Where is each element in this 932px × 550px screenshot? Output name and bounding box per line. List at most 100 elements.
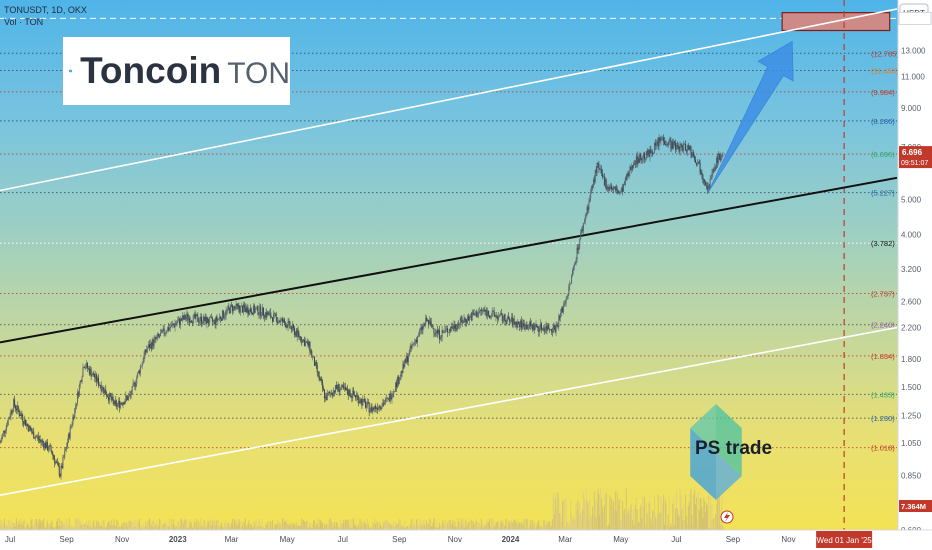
candle-body [567, 293, 569, 299]
candle-body [352, 390, 354, 398]
volume-bar [638, 522, 640, 530]
volume-bar [494, 525, 496, 530]
volume-bar [471, 522, 473, 530]
candle-body [686, 145, 688, 152]
candle-body [169, 326, 171, 328]
candle-body [303, 339, 305, 346]
candle-body [722, 155, 724, 157]
lower-channel-line [0, 326, 898, 497]
candle-body [36, 436, 38, 438]
volume-bar [285, 519, 287, 530]
volume-bar [433, 518, 435, 530]
volume-bar [568, 525, 570, 530]
volume-bar [35, 518, 37, 530]
volume-bar [714, 527, 716, 530]
candle-body [324, 396, 326, 399]
volume-bar [610, 497, 612, 530]
volume-bar [108, 521, 110, 530]
volume-bar [437, 527, 439, 530]
volume-bar [596, 500, 598, 530]
volume-bar [345, 519, 347, 530]
volume-bar [389, 523, 391, 530]
volume-bar [435, 527, 437, 530]
volume-bar [404, 520, 406, 530]
volume-bar [132, 527, 134, 530]
candle-body [31, 431, 33, 434]
volume-bar [152, 520, 154, 530]
volume-bar [642, 495, 644, 530]
volume-bar [187, 527, 189, 530]
candle-body [568, 286, 570, 294]
candle-body [350, 396, 352, 397]
volume-bar [500, 520, 502, 530]
candle-body [579, 238, 581, 246]
volume-bar [392, 526, 394, 530]
candle-body [282, 318, 284, 323]
volume-bar [137, 519, 139, 530]
candle-body [636, 155, 638, 164]
candle-body [55, 461, 57, 464]
volume-bar [709, 493, 711, 530]
candle-body [3, 430, 5, 434]
volume-bar [338, 527, 340, 530]
candle-body [450, 326, 452, 331]
volume-bar [280, 525, 282, 530]
volume-bar [54, 527, 56, 530]
candle-body [18, 410, 20, 416]
candle-body [11, 410, 13, 413]
candle-body [17, 405, 19, 411]
candle-body [633, 163, 635, 165]
volume-bar [466, 525, 468, 530]
candle-body [676, 145, 678, 146]
candle-body [674, 143, 676, 150]
volume-bar [173, 524, 175, 530]
x-tick-label: Nov [781, 535, 795, 544]
volume-bar [269, 521, 271, 530]
volume-bar [526, 519, 528, 530]
candle-body [677, 145, 679, 147]
volume-bar [470, 519, 472, 530]
volume-bar [68, 518, 70, 530]
candle-body [226, 309, 228, 311]
volume-bar [124, 521, 126, 530]
candle-body [712, 169, 714, 174]
candles-group [0, 134, 724, 480]
candle-body [578, 245, 580, 250]
candle-body [177, 320, 179, 324]
candle-body [313, 356, 315, 366]
volume-bar [524, 527, 526, 530]
candle-body [112, 396, 114, 401]
volume-bar [648, 503, 650, 530]
volume-bar [2, 525, 4, 530]
candle-body [140, 366, 142, 368]
candle-body [315, 362, 317, 366]
volume-bar [247, 523, 249, 530]
volume-bar [210, 519, 212, 530]
candle-body [276, 317, 278, 324]
volume-bar [91, 523, 93, 530]
volume-bar [608, 523, 610, 530]
candle-body [411, 344, 413, 349]
volume-bar [161, 525, 163, 530]
candle-body [714, 167, 716, 172]
volume-bar [80, 524, 82, 530]
candle-body [605, 179, 607, 190]
candle-body [673, 141, 675, 149]
volume-bar [549, 521, 551, 530]
volume-bar [496, 522, 498, 530]
volume-bar [1, 520, 3, 530]
candle-body [642, 157, 644, 160]
volume-bar [234, 520, 236, 530]
candle-body [570, 283, 572, 284]
candle-body [253, 305, 255, 313]
candle-body [201, 323, 203, 325]
volume-bar [302, 521, 304, 530]
volume-bar [304, 521, 306, 530]
x-tick-label: Jul [5, 535, 15, 544]
volume-bar [664, 499, 666, 530]
candle-body [405, 359, 407, 363]
candle-body [354, 394, 356, 396]
candle-body [262, 307, 264, 316]
volume-bar [149, 518, 150, 530]
